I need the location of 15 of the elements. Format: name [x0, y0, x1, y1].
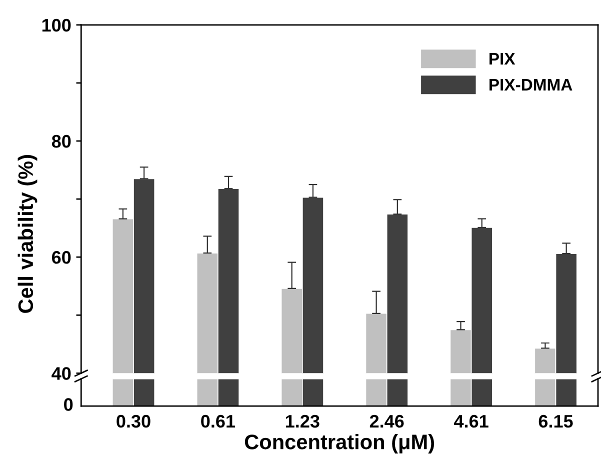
- x-tick-label: 0.61: [201, 414, 236, 428]
- x-tick-label: 4.61: [454, 414, 488, 428]
- x-tick-label: 6.15: [538, 414, 573, 428]
- y-axis-title: Cell viability (%): [18, 155, 38, 313]
- y-tick-label: 80: [52, 134, 71, 148]
- x-axis-title: Concentration (μM): [244, 434, 434, 454]
- y-tick-label: 100: [42, 18, 71, 32]
- x-tick-label: 0.30: [116, 414, 150, 428]
- legend-label: PIX-DMMA: [490, 79, 572, 90]
- legend-label: PIX: [490, 53, 516, 65]
- y-tick-label: 60: [52, 251, 71, 264]
- x-tick-label: 2.46: [370, 414, 404, 428]
- text: 0: [64, 398, 73, 411]
- y-tick-label: 40: [52, 367, 71, 380]
- x-tick-label: 1.23: [286, 414, 320, 428]
